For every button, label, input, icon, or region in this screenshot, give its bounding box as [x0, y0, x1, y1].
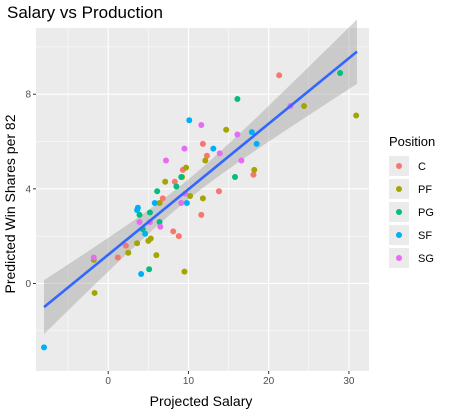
x-tick-label: 0 — [105, 376, 111, 387]
data-point-c — [122, 242, 129, 249]
data-point-pg — [154, 188, 161, 195]
data-point-sg — [216, 150, 223, 157]
data-point-sf — [186, 117, 193, 124]
y-tick-label: 4 — [25, 184, 31, 195]
data-point-sg — [234, 131, 241, 138]
x-tick-label: 30 — [343, 376, 355, 387]
chart-title: Salary vs Production — [7, 3, 163, 22]
trend-line-group — [43, 50, 358, 309]
data-point-pf — [147, 235, 154, 242]
data-point-c — [114, 254, 121, 261]
data-point-pg — [146, 209, 153, 216]
data-point-pg — [156, 218, 163, 225]
data-point-sf — [248, 129, 255, 136]
plot-panel — [36, 28, 369, 371]
legend-key-pf — [396, 186, 402, 192]
data-point-pf — [91, 289, 98, 296]
data-point-pf — [199, 195, 206, 202]
data-point-pf — [353, 112, 360, 119]
data-point-pg — [136, 211, 143, 218]
data-point-sg — [136, 218, 143, 225]
legend: Position C PF PG SF SG — [389, 134, 435, 268]
y-tick-label: 0 — [25, 279, 31, 290]
data-point-sg — [157, 223, 164, 230]
data-point-pg — [337, 69, 344, 76]
data-point-sg — [181, 145, 188, 152]
data-point-sg — [178, 200, 185, 207]
legend-label-sg: SG — [418, 253, 434, 265]
data-point-pg — [231, 174, 238, 181]
data-point-pf — [181, 268, 188, 275]
data-point-pf — [156, 200, 163, 207]
data-point-pg — [146, 266, 153, 273]
data-point-c — [198, 211, 205, 218]
data-point-c — [199, 140, 206, 147]
data-point-pf — [251, 166, 258, 173]
data-point-pf — [223, 126, 230, 133]
legend-key-sf — [396, 232, 402, 238]
legend-key-c — [396, 163, 402, 169]
legend-label-sf: SF — [418, 230, 432, 242]
data-point-pg — [234, 95, 241, 102]
data-point-pf — [301, 103, 308, 110]
data-point-sf — [142, 230, 149, 237]
data-point-pf — [183, 164, 190, 171]
y-axis-title: Predicted Win Shares per 82 — [2, 114, 18, 293]
axes: 0 10 20 30 0 4 8 — [25, 90, 355, 387]
data-point-pf — [125, 249, 132, 256]
data-point-pg — [178, 174, 185, 181]
legend-key-sg — [396, 255, 402, 261]
legend-label-c: C — [418, 161, 426, 173]
confidence-band — [44, 19, 357, 335]
data-point-sf — [138, 271, 145, 278]
data-point-c — [215, 188, 222, 195]
data-point-c — [170, 228, 177, 235]
x-axis-title: Projected Salary — [150, 393, 253, 409]
data-point-sf — [134, 207, 141, 214]
trend-line — [43, 50, 358, 309]
legend-label-pg: PG — [418, 207, 434, 219]
confidence-band-area — [44, 19, 357, 335]
data-point-pf — [162, 178, 169, 185]
data-point-pf — [134, 240, 141, 247]
legend-label-pf: PF — [418, 184, 432, 196]
legend-key-pg — [396, 209, 402, 215]
data-point-sf — [210, 145, 217, 152]
data-point-c — [159, 195, 166, 202]
data-point-sf — [41, 344, 48, 351]
data-point-sg — [90, 254, 97, 261]
data-point-sg — [162, 157, 169, 164]
data-point-c — [171, 178, 178, 185]
data-point-pf — [153, 252, 160, 259]
data-points — [41, 69, 360, 351]
data-point-c — [175, 233, 182, 240]
data-point-pf — [202, 157, 209, 164]
x-tick-label: 20 — [263, 376, 275, 387]
data-point-sg — [198, 121, 205, 128]
data-point-c — [203, 152, 210, 159]
legend-title: Position — [389, 134, 435, 149]
data-point-sf — [151, 200, 158, 207]
x-tick-label: 10 — [183, 376, 195, 387]
data-point-c — [276, 72, 283, 79]
data-point-c — [250, 171, 257, 178]
data-point-pf — [187, 192, 194, 199]
data-point-sg — [238, 157, 245, 164]
y-tick-label: 8 — [25, 90, 31, 101]
data-point-sf — [183, 200, 190, 207]
data-point-sf — [253, 140, 260, 147]
data-point-pg — [173, 183, 180, 190]
